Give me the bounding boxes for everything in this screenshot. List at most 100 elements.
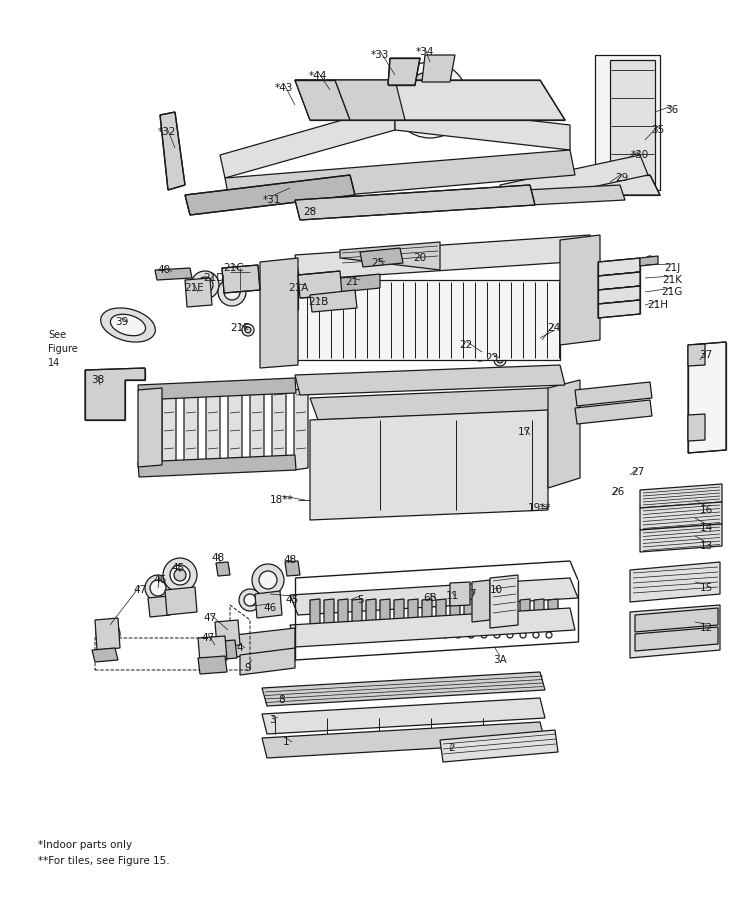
Polygon shape bbox=[216, 562, 230, 576]
Polygon shape bbox=[198, 636, 227, 662]
Circle shape bbox=[494, 354, 506, 366]
Text: 18**: 18** bbox=[270, 495, 294, 505]
Polygon shape bbox=[394, 599, 404, 626]
Text: 13: 13 bbox=[699, 541, 713, 551]
Polygon shape bbox=[295, 185, 535, 220]
Circle shape bbox=[497, 357, 503, 363]
Circle shape bbox=[520, 632, 526, 638]
Circle shape bbox=[364, 632, 370, 638]
Text: 22: 22 bbox=[459, 340, 472, 350]
Text: *30: *30 bbox=[631, 150, 649, 160]
Polygon shape bbox=[162, 388, 176, 470]
Circle shape bbox=[546, 632, 552, 638]
Polygon shape bbox=[310, 410, 548, 520]
Text: 2: 2 bbox=[449, 743, 455, 753]
Text: 25: 25 bbox=[371, 258, 384, 268]
Text: 7: 7 bbox=[468, 589, 475, 599]
Polygon shape bbox=[310, 290, 357, 312]
Polygon shape bbox=[225, 150, 575, 205]
Circle shape bbox=[218, 278, 246, 306]
Polygon shape bbox=[255, 591, 282, 618]
Polygon shape bbox=[360, 248, 403, 267]
Circle shape bbox=[468, 632, 474, 638]
Text: 20: 20 bbox=[414, 253, 426, 263]
Circle shape bbox=[239, 589, 261, 611]
Polygon shape bbox=[295, 280, 560, 360]
Polygon shape bbox=[422, 599, 432, 626]
Circle shape bbox=[474, 349, 486, 361]
Text: 1: 1 bbox=[283, 737, 290, 747]
Circle shape bbox=[494, 632, 500, 638]
Polygon shape bbox=[630, 605, 720, 658]
Ellipse shape bbox=[111, 314, 146, 336]
Text: 24: 24 bbox=[547, 323, 561, 333]
Polygon shape bbox=[422, 55, 455, 82]
Polygon shape bbox=[285, 561, 300, 576]
Circle shape bbox=[244, 594, 256, 606]
Circle shape bbox=[252, 564, 284, 596]
Polygon shape bbox=[262, 698, 545, 734]
Polygon shape bbox=[165, 587, 197, 615]
Circle shape bbox=[287, 563, 297, 573]
Circle shape bbox=[402, 72, 458, 128]
Text: 21: 21 bbox=[345, 277, 359, 287]
Polygon shape bbox=[212, 640, 237, 660]
Polygon shape bbox=[490, 575, 518, 628]
Circle shape bbox=[145, 575, 171, 601]
Polygon shape bbox=[560, 235, 600, 345]
Text: 35: 35 bbox=[651, 125, 665, 135]
Circle shape bbox=[245, 327, 251, 333]
Bar bbox=[428, 588, 446, 606]
Circle shape bbox=[429, 632, 435, 638]
Text: 21F: 21F bbox=[230, 323, 250, 333]
Polygon shape bbox=[395, 105, 570, 150]
Polygon shape bbox=[598, 258, 640, 276]
Polygon shape bbox=[295, 80, 350, 120]
Text: 10: 10 bbox=[490, 585, 502, 595]
Polygon shape bbox=[640, 484, 722, 508]
Polygon shape bbox=[464, 599, 474, 626]
Polygon shape bbox=[478, 599, 488, 626]
Polygon shape bbox=[250, 388, 264, 470]
Circle shape bbox=[481, 632, 487, 638]
Polygon shape bbox=[155, 268, 192, 280]
Polygon shape bbox=[430, 185, 625, 210]
Text: 38: 38 bbox=[92, 375, 105, 385]
Circle shape bbox=[174, 569, 186, 581]
Circle shape bbox=[338, 632, 344, 638]
Polygon shape bbox=[148, 596, 170, 617]
Polygon shape bbox=[575, 382, 652, 406]
Polygon shape bbox=[575, 175, 660, 195]
Polygon shape bbox=[290, 578, 578, 615]
Polygon shape bbox=[222, 265, 260, 293]
Text: 36: 36 bbox=[666, 105, 678, 115]
Polygon shape bbox=[548, 380, 580, 488]
Polygon shape bbox=[640, 502, 722, 530]
Polygon shape bbox=[260, 258, 298, 368]
Text: 21C: 21C bbox=[223, 263, 244, 273]
Text: 12: 12 bbox=[699, 623, 713, 633]
Polygon shape bbox=[220, 105, 395, 178]
Polygon shape bbox=[310, 388, 560, 420]
Polygon shape bbox=[640, 524, 722, 552]
Text: 46: 46 bbox=[153, 575, 167, 585]
Text: 8: 8 bbox=[279, 695, 285, 705]
Circle shape bbox=[163, 558, 197, 592]
Polygon shape bbox=[688, 344, 705, 366]
Text: 26: 26 bbox=[611, 487, 625, 497]
Polygon shape bbox=[640, 256, 658, 266]
Text: 21E: 21E bbox=[184, 283, 204, 293]
Circle shape bbox=[224, 284, 240, 300]
Polygon shape bbox=[380, 599, 390, 626]
Text: 45: 45 bbox=[171, 563, 185, 573]
Polygon shape bbox=[262, 672, 545, 706]
Polygon shape bbox=[688, 414, 705, 441]
Circle shape bbox=[377, 632, 383, 638]
Polygon shape bbox=[290, 608, 575, 647]
Text: 6B: 6B bbox=[423, 593, 437, 603]
Text: 21J: 21J bbox=[664, 263, 680, 273]
Text: 45: 45 bbox=[285, 595, 299, 605]
Circle shape bbox=[477, 352, 483, 358]
Circle shape bbox=[259, 571, 277, 589]
Text: *31: *31 bbox=[262, 195, 281, 205]
